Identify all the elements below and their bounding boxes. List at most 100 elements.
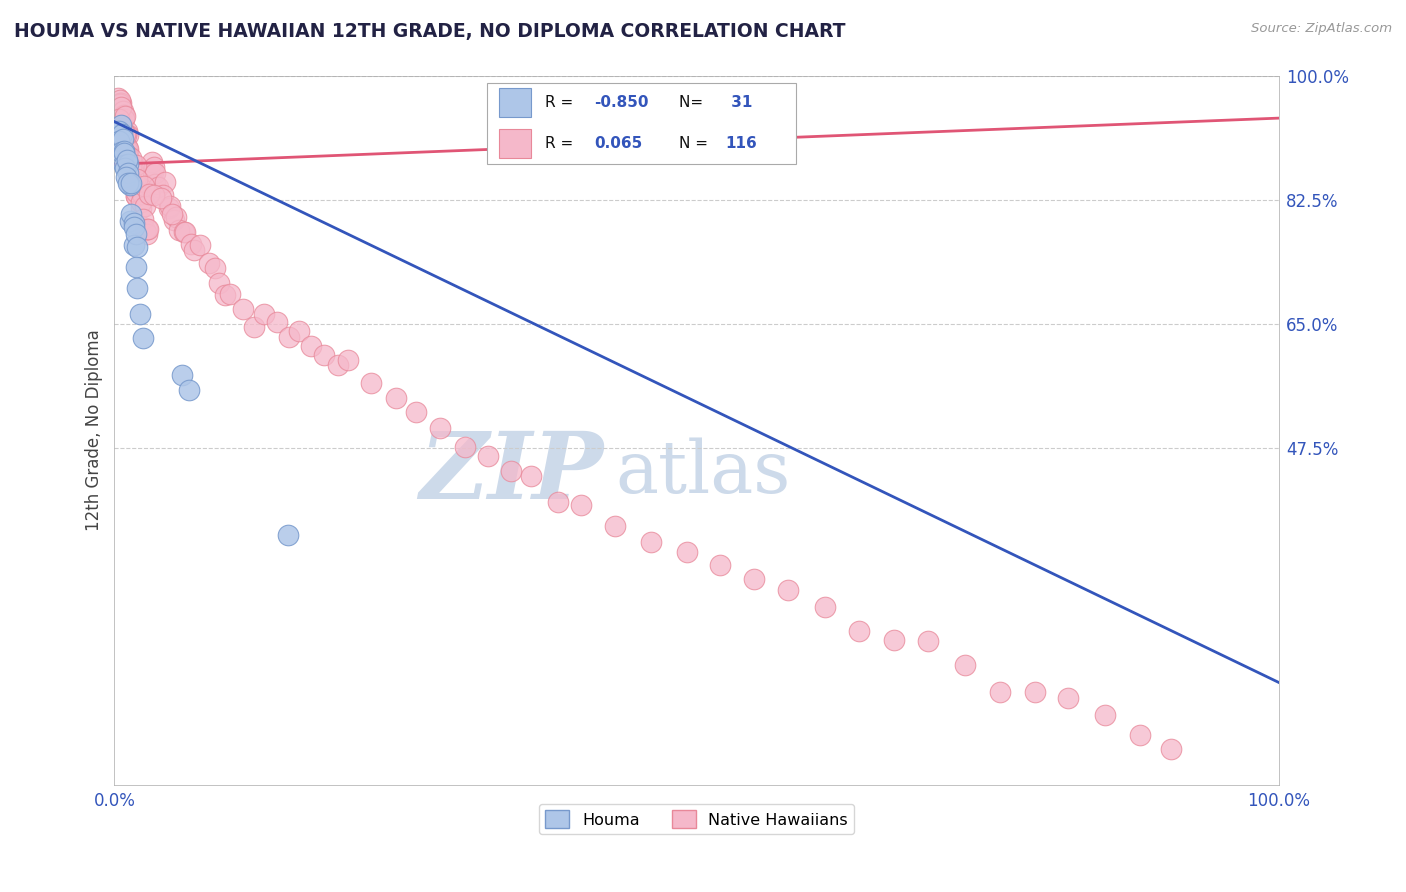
Point [112, 112, 135, 127]
Point [288, 324, 311, 338]
Point [146, 180, 169, 194]
Point [336, 353, 359, 368]
Point [988, 685, 1011, 699]
Point [277, 528, 299, 542]
Point [150, 191, 173, 205]
Point [110, 120, 132, 135]
Point [125, 189, 148, 203]
Point [117, 143, 139, 157]
Point [499, 464, 522, 478]
Point [204, 260, 226, 275]
Point [232, 302, 254, 317]
Point [131, 331, 153, 345]
Point [108, 93, 131, 107]
Point [142, 164, 165, 178]
Point [108, 96, 131, 111]
Point [848, 624, 870, 638]
Point [883, 633, 905, 648]
Point [134, 178, 156, 193]
Point [167, 223, 190, 237]
Point [299, 339, 322, 353]
Point [115, 140, 138, 154]
Point [108, 134, 131, 148]
Point [127, 171, 149, 186]
Point [120, 159, 142, 173]
Point [124, 216, 146, 230]
Point [547, 495, 569, 509]
Point [134, 223, 156, 237]
Point [125, 159, 148, 173]
Point [153, 175, 176, 189]
Point [114, 161, 136, 176]
Point [114, 127, 136, 141]
Point [266, 315, 288, 329]
Point [110, 95, 132, 110]
Point [605, 518, 627, 533]
Point [120, 177, 142, 191]
Point [117, 150, 139, 164]
Point [814, 599, 837, 614]
Point [163, 212, 186, 227]
Point [122, 219, 145, 234]
Point [117, 128, 139, 142]
Point [112, 146, 135, 161]
Point [120, 161, 142, 175]
Point [1160, 741, 1182, 756]
Point [110, 145, 132, 160]
Point [405, 405, 427, 419]
Point [120, 171, 142, 186]
Point [127, 240, 149, 254]
Point [115, 143, 138, 157]
Point [134, 199, 156, 213]
Point [152, 188, 174, 202]
Text: 31: 31 [725, 95, 752, 110]
Point [132, 211, 155, 226]
Point [124, 168, 146, 182]
Point [129, 194, 152, 209]
Point [242, 320, 264, 334]
Point [180, 237, 202, 252]
Point [125, 186, 148, 200]
Text: ZIP: ZIP [419, 428, 603, 518]
Point [110, 96, 132, 111]
Point [454, 440, 477, 454]
Point [111, 124, 134, 138]
Point [115, 123, 138, 137]
Point [125, 227, 148, 241]
Point [173, 225, 195, 239]
Point [117, 176, 139, 190]
Point [127, 179, 149, 194]
Point [170, 368, 193, 382]
Point [120, 151, 142, 165]
Point [117, 157, 139, 171]
Point [214, 288, 236, 302]
Point [115, 153, 138, 168]
Point [917, 634, 939, 648]
Point [953, 658, 976, 673]
Point [142, 161, 165, 175]
Text: R =: R = [546, 136, 578, 151]
Text: R =: R = [546, 95, 578, 110]
Point [188, 238, 211, 252]
Point [114, 109, 136, 123]
Point [108, 124, 131, 138]
Legend: Houma, Native Hawaiians: Houma, Native Hawaiians [538, 804, 855, 834]
Point [675, 545, 697, 559]
Point [111, 128, 134, 142]
Point [165, 210, 187, 224]
Point [157, 201, 180, 215]
Point [159, 199, 181, 213]
Point [124, 179, 146, 194]
Point [326, 358, 349, 372]
Point [131, 187, 153, 202]
Point [776, 583, 799, 598]
Point [640, 534, 662, 549]
Point [519, 469, 541, 483]
Point [477, 449, 499, 463]
Point [360, 376, 382, 391]
Point [111, 104, 134, 119]
Point [385, 391, 408, 405]
Point [208, 276, 231, 290]
Point [198, 256, 221, 270]
Point [117, 166, 139, 180]
